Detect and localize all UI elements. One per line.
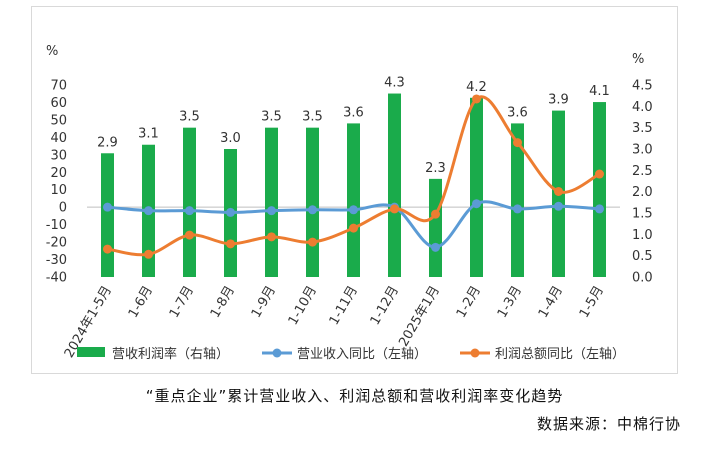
x-tick-label: 1-6月 — [126, 284, 156, 321]
bar-data-label: 3.1 — [138, 127, 159, 142]
right-tick-label: 0.0 — [632, 271, 653, 286]
legend-swatch-marker — [470, 348, 480, 358]
chart-caption: “重点企业”累计营业收入、利润总额和营收利润率变化趋势 — [145, 387, 564, 405]
revenue-yoy-point — [308, 205, 317, 215]
revenue-yoy-point — [513, 204, 522, 214]
profit-yoy-point — [595, 169, 604, 179]
legend-swatch — [77, 347, 105, 357]
right-tick-label: 2.5 — [632, 164, 653, 179]
left-tick-label: 10 — [50, 183, 67, 198]
bar-data-label: 3.0 — [220, 131, 241, 146]
bar — [388, 93, 401, 278]
bar-data-label: 3.5 — [261, 110, 282, 125]
profit-yoy-point — [431, 209, 440, 219]
profit-yoy-point — [103, 244, 112, 254]
right-tick-label: 1.5 — [632, 207, 653, 222]
x-tick-label: 1-2月 — [454, 284, 484, 321]
profit-yoy-point — [226, 239, 235, 249]
profit-yoy-point — [390, 204, 399, 214]
bar-data-label: 2.9 — [97, 135, 118, 150]
bar — [101, 153, 114, 277]
x-tick-label: 1-11月 — [327, 284, 361, 328]
profit-yoy-point — [308, 237, 317, 247]
right-tick-label: 3.0 — [632, 143, 653, 158]
revenue-yoy-point — [103, 202, 112, 212]
bar — [470, 97, 483, 277]
bar — [429, 178, 442, 277]
x-tick-label: 1-10月 — [286, 284, 320, 328]
left-tick-label: -20 — [46, 236, 67, 251]
bar — [183, 127, 196, 278]
profit-yoy-point — [513, 138, 522, 148]
revenue-yoy-point — [554, 201, 563, 211]
bar-data-label: 3.5 — [302, 110, 323, 125]
left-tick-label: 50 — [50, 113, 67, 128]
profit-yoy-point — [472, 94, 481, 104]
left-tick-label: -40 — [46, 271, 67, 286]
revenue-yoy-point — [226, 207, 235, 217]
bar — [347, 123, 360, 278]
x-tick-label: 1-5月 — [577, 284, 607, 321]
bar-data-label: 3.5 — [179, 110, 200, 125]
right-tick-label: 3.5 — [632, 121, 653, 136]
x-tick-label: 2025年1月 — [396, 284, 443, 350]
right-tick-label: 4.0 — [632, 100, 653, 115]
left-tick-label: 40 — [50, 131, 67, 146]
profit-yoy-point — [144, 249, 153, 259]
left-tick-label: -10 — [46, 218, 67, 233]
bar-data-label: 3.6 — [343, 105, 364, 120]
profit-yoy-point — [185, 230, 194, 240]
bar — [511, 123, 524, 278]
x-tick-label: 1-12月 — [368, 284, 402, 328]
left-tick-label: 20 — [50, 166, 67, 181]
x-tick-label: 1-9月 — [249, 284, 279, 321]
x-tick-label: 1-8月 — [208, 284, 238, 321]
bar-data-label: 4.2 — [466, 80, 487, 95]
revenue-yoy-point — [595, 204, 604, 214]
right-tick-label: 0.5 — [632, 249, 653, 264]
x-tick-label: 1-7月 — [167, 284, 197, 321]
left-tick-label: 30 — [50, 148, 67, 163]
x-tick-label: 1-3月 — [495, 284, 525, 321]
bar-data-label: 2.3 — [425, 161, 446, 176]
bar — [306, 127, 319, 278]
right-tick-label: 2.0 — [632, 185, 653, 200]
revenue-yoy-point — [267, 206, 276, 216]
legend-swatch-marker — [272, 348, 282, 358]
chart-svg: %% 70 60 50 40 30 20 10 0 -10 -20 -30 -40 4.5 4.0 3.5 3.… — [46, 44, 653, 362]
source-note: 数据来源：中棉行协 — [536, 415, 681, 433]
bar-data-label: 4.3 — [384, 76, 405, 91]
left-tick-label: 0 — [59, 201, 67, 216]
revenue-yoy-point — [349, 205, 358, 215]
bar — [265, 127, 278, 278]
bar — [593, 102, 606, 277]
legend-item-profit-margin: 营收利润率（右轴） — [112, 346, 229, 362]
chart-frame: %% 70 60 50 40 30 20 10 0 -10 -20 -30 -40 4.5 4.0 3.5 3.… — [31, 6, 678, 374]
right-axis-unit: % — [632, 52, 644, 67]
bar-data-label: 3.6 — [507, 105, 528, 120]
left-tick-label: 60 — [50, 96, 67, 111]
bar-data-label: 3.9 — [548, 93, 569, 108]
legend-item-revenue-yoy: 营业收入同比（左轴） — [297, 347, 427, 362]
legend-item-profit-yoy: 利润总额同比（左轴） — [495, 347, 625, 362]
revenue-yoy-point — [472, 199, 481, 209]
left-tick-label: -30 — [46, 253, 67, 268]
right-tick-label: 4.5 — [632, 79, 653, 94]
left-tick-label: 70 — [50, 79, 67, 94]
profit-yoy-point — [349, 223, 358, 233]
revenue-yoy-point — [431, 242, 440, 252]
bar-data-label: 4.1 — [589, 84, 610, 99]
left-axis-unit: % — [46, 44, 58, 59]
revenue-yoy-point — [185, 206, 194, 216]
profit-yoy-point — [554, 186, 563, 196]
profit-yoy-point — [267, 232, 276, 242]
x-tick-label: 1-4月 — [536, 284, 566, 321]
right-tick-label: 1.0 — [632, 228, 653, 243]
revenue-yoy-point — [144, 206, 153, 216]
